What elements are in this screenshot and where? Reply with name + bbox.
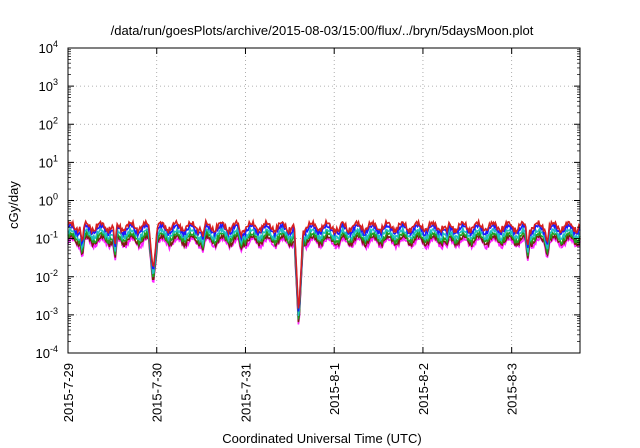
y-tick-exponent: 4 [53, 39, 58, 49]
y-tick-base: 10 [39, 194, 53, 209]
y-tick-exponent: 2 [53, 115, 58, 125]
y-tick-exponent: -3 [50, 306, 58, 316]
series-line [67, 220, 581, 312]
y-tick-label: 102 [39, 115, 58, 132]
x-tick-label: 2015-7-31 [238, 363, 253, 422]
y-tick-label: 10-4 [36, 344, 58, 361]
x-tick-label: 2015-8-3 [505, 363, 520, 415]
x-tick-label: 2015-7-29 [61, 363, 76, 422]
series-line [67, 228, 581, 320]
y-tick-label: 104 [39, 39, 58, 56]
y-tick-exponent: 0 [53, 192, 58, 202]
y-tick-base: 10 [39, 117, 53, 132]
y-axis-label: cGy/day [6, 181, 21, 229]
y-tick-label: 10-1 [36, 230, 58, 247]
y-tick-label: 101 [39, 153, 58, 170]
y-tick-label: 100 [39, 192, 58, 209]
y-tick-base: 10 [36, 232, 50, 247]
x-tick-label: 2015-8-2 [416, 363, 431, 415]
y-tick-exponent: 1 [53, 153, 58, 163]
series-line [67, 233, 581, 325]
y-tick-exponent: -4 [50, 344, 58, 354]
y-tick-base: 10 [36, 346, 50, 361]
y-tick-exponent: -2 [50, 268, 58, 278]
y-tick-label: 10-2 [36, 268, 58, 285]
x-axis-label: Coordinated Universal Time (UTC) [222, 431, 421, 446]
y-tick-base: 10 [36, 270, 50, 285]
y-tick-exponent: -1 [50, 230, 58, 240]
series-line [67, 217, 581, 309]
y-tick-label: 103 [39, 77, 58, 94]
y-tick-base: 10 [39, 155, 53, 170]
x-tick-label: 2015-7-30 [150, 363, 165, 422]
grid-lines [68, 48, 580, 353]
series-group [67, 217, 581, 325]
axis-ticks [67, 47, 580, 354]
y-tick-base: 10 [39, 79, 53, 94]
series-line [67, 224, 581, 317]
y-tick-label: 10-3 [36, 306, 58, 323]
y-tick-exponent: 3 [53, 77, 58, 87]
chart-title: /data/run/goesPlots/archive/2015-08-03/1… [111, 23, 534, 38]
x-tick-labels: 2015-7-29 2015-7-30 2015-7-31 2015-8-1 2015-… [61, 363, 520, 422]
x-tick-label: 2015-8-1 [327, 363, 342, 415]
y-tick-base: 10 [39, 41, 53, 56]
y-tick-base: 10 [36, 308, 50, 323]
